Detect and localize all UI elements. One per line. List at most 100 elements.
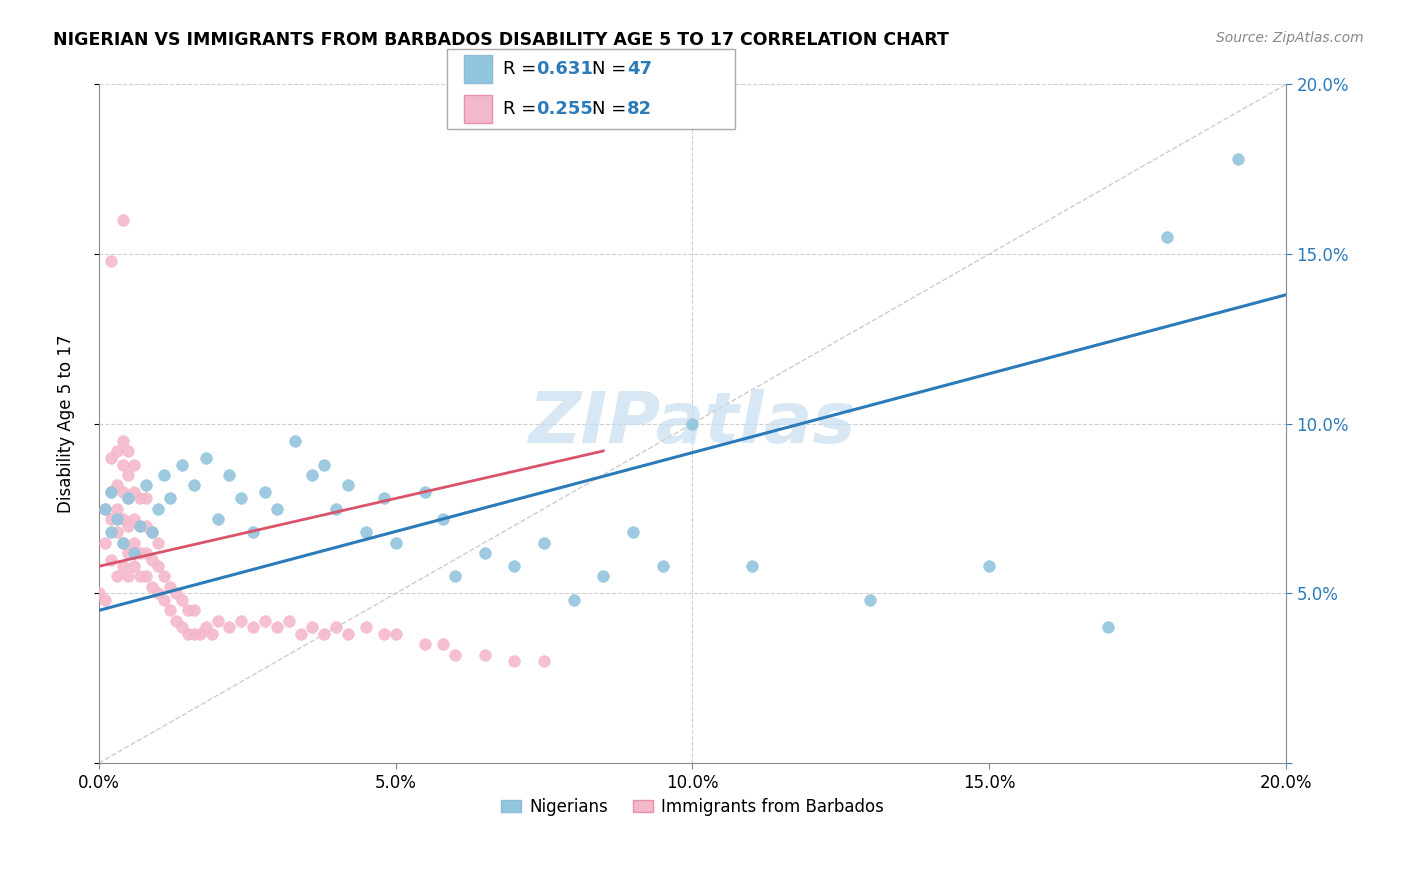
Point (533, 535, 555, 549)
Point (105, 525, 128, 540)
Point (100, 512, 122, 526)
Point (124, 484, 146, 499)
Point (533, 654, 555, 668)
Point (111, 535, 134, 549)
Point (621, 525, 644, 540)
Point (177, 627, 200, 641)
Point (503, 654, 526, 668)
Point (141, 552, 163, 566)
Point (177, 603, 200, 617)
Point (384, 627, 406, 641)
Point (277, 614, 299, 628)
Point (444, 648, 467, 662)
Point (124, 458, 146, 472)
Point (503, 559, 526, 574)
Point (117, 491, 139, 506)
Point (117, 444, 139, 458)
Point (111, 213, 134, 227)
Point (301, 620, 323, 634)
Point (105, 569, 128, 583)
Point (290, 627, 312, 641)
Text: 82: 82 (627, 100, 652, 119)
Point (1227, 152, 1250, 166)
Point (111, 559, 134, 574)
Point (141, 525, 163, 540)
Point (354, 620, 377, 634)
Point (337, 627, 360, 641)
Point (159, 603, 181, 617)
Point (105, 478, 128, 492)
Text: ZIPatlas: ZIPatlas (529, 389, 856, 458)
Point (100, 552, 122, 566)
Point (1156, 230, 1178, 244)
Point (100, 484, 122, 499)
Point (337, 478, 360, 492)
Point (266, 501, 288, 516)
Point (87, 586, 110, 600)
Point (153, 569, 176, 583)
Point (117, 518, 139, 533)
Point (135, 546, 157, 560)
Point (266, 620, 288, 634)
Point (111, 458, 134, 472)
Text: R =: R = (503, 60, 543, 78)
Point (170, 593, 193, 607)
Text: Source: ZipAtlas.com: Source: ZipAtlas.com (1216, 31, 1364, 45)
Point (681, 417, 703, 431)
Point (117, 569, 139, 583)
Point (100, 525, 122, 540)
Point (153, 593, 176, 607)
Point (165, 614, 187, 628)
Text: 47: 47 (627, 60, 652, 78)
Point (253, 614, 276, 628)
Point (129, 491, 152, 506)
Point (207, 614, 229, 628)
Point (105, 501, 128, 516)
Point (129, 569, 152, 583)
Point (93, 535, 115, 549)
Point (135, 478, 157, 492)
Point (100, 253, 122, 268)
Point (93, 593, 115, 607)
Point (200, 627, 222, 641)
Point (129, 518, 152, 533)
Point (135, 491, 157, 506)
Point (146, 501, 169, 516)
Text: 0.255: 0.255 (536, 100, 592, 119)
Point (314, 627, 336, 641)
Point (117, 546, 139, 560)
Point (194, 620, 217, 634)
Point (444, 569, 467, 583)
Point (325, 501, 347, 516)
Point (93, 501, 115, 516)
Point (373, 627, 395, 641)
Point (124, 559, 146, 574)
Point (111, 434, 134, 448)
Point (124, 546, 146, 560)
Point (218, 467, 240, 482)
Point (432, 512, 454, 526)
Text: N =: N = (592, 100, 631, 119)
Point (1097, 620, 1119, 634)
Point (129, 518, 152, 533)
Point (373, 491, 395, 506)
Text: R =: R = (503, 100, 543, 119)
Point (183, 603, 205, 617)
Text: NIGERIAN VS IMMIGRANTS FROM BARBADOS DISABILITY AGE 5 TO 17 CORRELATION CHART: NIGERIAN VS IMMIGRANTS FROM BARBADOS DIS… (53, 31, 949, 49)
Point (141, 580, 163, 594)
Point (159, 491, 181, 506)
Point (218, 620, 240, 634)
Point (562, 593, 585, 607)
Point (117, 467, 139, 482)
Point (170, 458, 193, 472)
Point (129, 546, 152, 560)
Point (284, 434, 307, 448)
Point (183, 627, 205, 641)
Point (979, 559, 1001, 574)
Point (105, 444, 128, 458)
Point (135, 518, 157, 533)
Point (242, 620, 264, 634)
Point (413, 484, 436, 499)
Point (111, 512, 134, 526)
Point (432, 637, 454, 651)
